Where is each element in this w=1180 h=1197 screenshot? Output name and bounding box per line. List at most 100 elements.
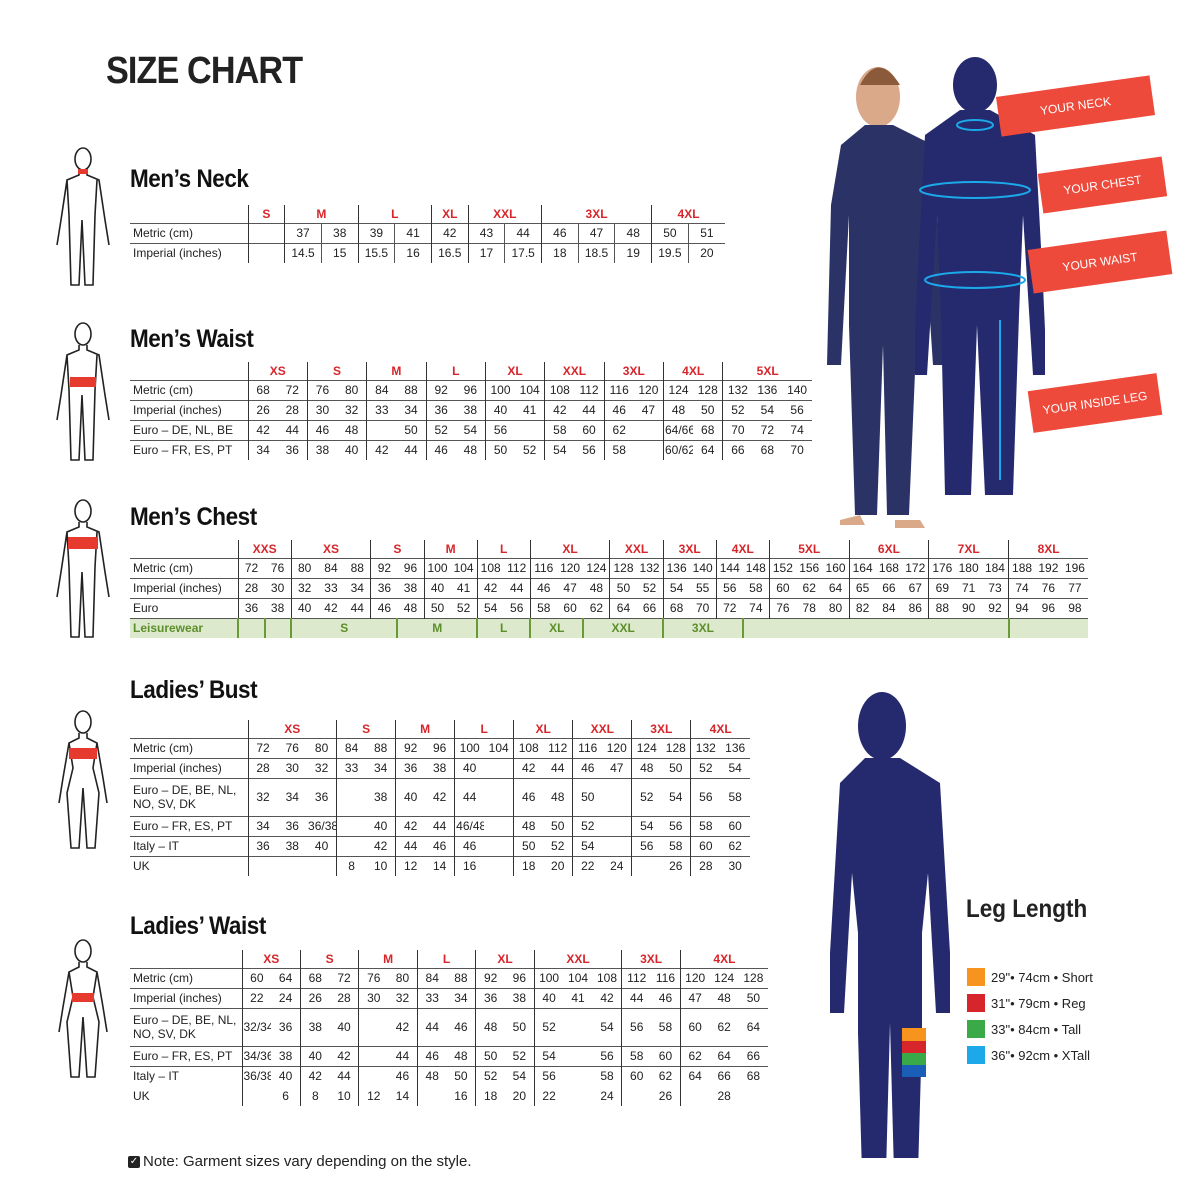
table-cell: 54	[505, 1065, 535, 1086]
table-cell	[247, 855, 278, 876]
table-cell: 44	[396, 439, 427, 460]
table-cell: 132	[722, 379, 753, 400]
table-cell: 60	[679, 1007, 710, 1046]
table-cell: 40	[290, 597, 318, 618]
table-cell: 38	[425, 757, 455, 778]
table-cell: 56	[782, 399, 812, 420]
model-in-thermal-wear-image	[827, 67, 947, 528]
table-cell: 24	[602, 855, 632, 876]
table-cell: 52	[631, 777, 662, 816]
table-cell: 112	[621, 967, 652, 988]
table-cell: 70	[782, 439, 812, 460]
table-cell: 44	[388, 1045, 418, 1066]
table-cell: 58	[529, 597, 557, 618]
table-cell: 56	[715, 577, 743, 598]
table-cell: 98	[1061, 597, 1089, 618]
table-cell: 72	[752, 419, 783, 440]
size-label: L	[476, 540, 531, 558]
table-cell: 54	[662, 577, 690, 598]
table-row: Euro – FR, ES, PT 34 36 36/38 40 42 44 46/48 48 5…	[130, 815, 750, 836]
table-cell: 54	[572, 835, 603, 856]
table-cell: 54	[592, 1007, 622, 1046]
table-cell: 96	[505, 967, 535, 988]
size-label: 4XL	[679, 950, 768, 968]
table-cell: 38	[320, 222, 359, 243]
table-cell: 104	[563, 967, 593, 988]
table-cell: 34	[247, 815, 278, 836]
note: ✓ Note: Garment sizes vary depending on t…	[128, 1153, 472, 1170]
table-cell: 112	[503, 557, 531, 578]
table-cell: 128	[661, 737, 691, 758]
table-cell: 52	[475, 1065, 505, 1086]
table-cell: 50	[513, 835, 544, 856]
table-cell: 112	[543, 737, 573, 758]
table-cell: 58	[690, 815, 721, 836]
table-cell: 58	[742, 577, 770, 598]
table-cell: 60	[768, 577, 796, 598]
table-cell: 46	[306, 419, 338, 440]
leg-length-label: 29"• 74cm • Short	[991, 969, 1093, 985]
table-cell: 20	[512, 1089, 527, 1103]
table-cell: 32	[307, 757, 337, 778]
table-cell: 66	[722, 439, 753, 460]
table-cell: 42	[247, 419, 278, 440]
table-cell: 38	[455, 399, 486, 420]
table-cell: 42	[299, 1065, 330, 1086]
table-cell: 50	[396, 419, 427, 440]
table-cell: 124	[662, 379, 694, 400]
table-cell: 116	[529, 557, 557, 578]
table-row: Euro – DE, BE, NL, NO, SV, DK 32/34 36 38 40…	[130, 1007, 768, 1046]
size-label: 4XL	[651, 205, 725, 223]
size-label: 4XL	[690, 720, 750, 738]
table-cell: 38	[271, 1045, 301, 1066]
table-cell: 39	[357, 222, 395, 243]
table-cell: 44	[425, 815, 455, 836]
table-cell: 76	[277, 737, 308, 758]
size-label: 3XL	[621, 950, 681, 968]
table-cell: 30	[264, 577, 292, 598]
table-cell: 74	[1008, 577, 1036, 598]
table-cell: 116	[603, 379, 634, 400]
size-label: 3XL	[631, 720, 691, 738]
mens-waist-title: Men’s Waist	[130, 325, 254, 353]
size-label: L	[357, 205, 432, 223]
table-cell: 172	[902, 557, 929, 578]
size-label: XS	[247, 362, 308, 380]
table-cell: 40	[395, 777, 426, 816]
table-cell: 24	[600, 1089, 614, 1103]
table-row: Italy – IT 36 38 40 42 44 46 46 50 52 54 56 58 60 62	[130, 835, 750, 856]
table-cell	[633, 439, 664, 460]
size-label: XL	[475, 950, 535, 968]
table-cell: 124	[709, 967, 739, 988]
size-label: XXS	[237, 540, 292, 558]
table-cell: 28	[329, 987, 359, 1008]
measurement-silhouette	[915, 57, 1045, 495]
table-cell: 22	[572, 855, 603, 876]
note-text: Note: Garment sizes vary depending on th…	[143, 1153, 472, 1170]
table-row: Imperial (inches) 28 30 32 33 34 36 38 40 41 42 44 4…	[130, 577, 1089, 598]
table-cell: 64	[738, 1007, 768, 1046]
table-cell: 28	[237, 577, 265, 598]
table-cell: 42	[388, 1007, 418, 1046]
table-cell: 46	[651, 987, 681, 1008]
table-cell: 15.5	[357, 242, 395, 263]
table-cell: 38	[299, 1007, 330, 1046]
table-cell: 46	[425, 439, 456, 460]
table-cell: 120	[633, 379, 664, 400]
table-row: Metric (cm) 72 76 80 84 88 92 96 100 104 108 112 116…	[130, 737, 750, 758]
table-cell: 20	[687, 242, 725, 263]
row-label: UK	[130, 855, 249, 876]
table-cell: 42	[430, 222, 469, 243]
table-cell: 72	[247, 737, 278, 758]
table-cell: 38	[505, 987, 535, 1008]
table-row: Metric (cm) 60 64 68 72 76 80 84 88 92 96 100 104 108…	[130, 967, 768, 988]
table-cell: 88	[396, 379, 427, 400]
table-cell: 46	[541, 222, 579, 243]
table-cell: 38	[397, 577, 424, 598]
table-cell	[484, 835, 514, 856]
table-cell: 19	[614, 242, 652, 263]
row-label: Euro – FR, ES, PT	[130, 1045, 242, 1066]
table-cell: 22	[241, 987, 272, 1008]
table-cell: 46	[370, 597, 398, 618]
table-cell: 88	[366, 737, 396, 758]
